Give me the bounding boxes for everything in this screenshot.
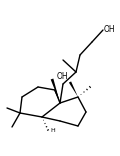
Polygon shape: [51, 79, 60, 103]
Text: OH: OH: [104, 25, 116, 34]
Polygon shape: [54, 90, 60, 103]
Text: OH: OH: [56, 72, 68, 81]
Polygon shape: [69, 81, 78, 97]
Text: H: H: [50, 127, 55, 132]
